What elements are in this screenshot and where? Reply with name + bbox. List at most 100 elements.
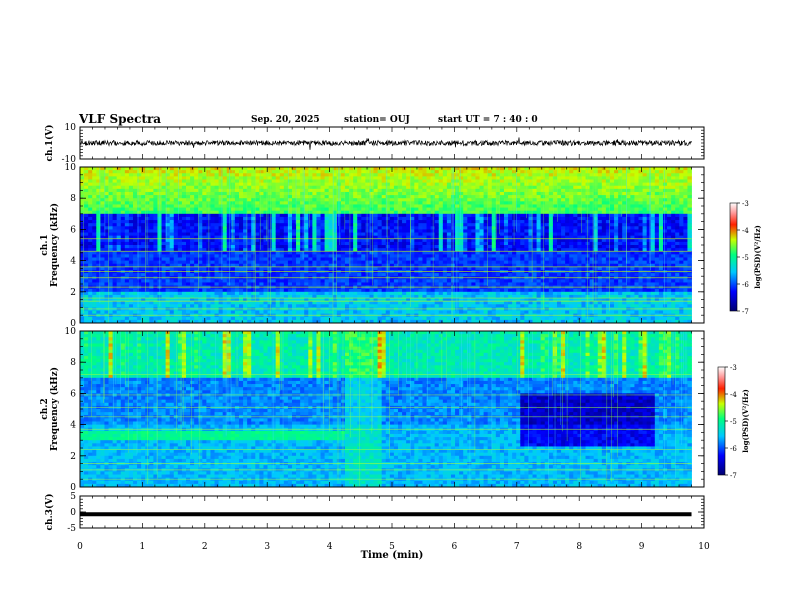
spectrogram-cell <box>259 223 264 227</box>
spectrogram-cell <box>198 198 203 202</box>
spectrogram-cell <box>438 301 444 305</box>
spectrogram-cell <box>128 245 134 249</box>
spectrogram-cell <box>442 216 448 221</box>
spectrogram-cell <box>161 260 167 265</box>
spectrogram-cell <box>88 310 93 315</box>
spectrogram-cell <box>316 223 321 227</box>
spectrogram-cell <box>181 226 187 230</box>
spectrogram-cell <box>442 220 448 224</box>
spectrogram-cell <box>80 263 85 268</box>
spectrogram-cell <box>186 191 191 196</box>
spectrogram-cell <box>267 254 273 258</box>
spectrogram-cell <box>308 170 313 174</box>
spectrogram-cell <box>92 229 97 233</box>
spectrogram-cell <box>173 245 179 249</box>
spectrogram-cell <box>373 179 379 183</box>
spectrogram-cell <box>385 210 391 215</box>
spectrogram-cell <box>210 223 215 227</box>
spectrogram-cell <box>369 260 374 265</box>
spectrogram-cell <box>128 210 134 215</box>
spectrogram-cell <box>393 288 399 293</box>
spectrogram-cell <box>471 319 476 323</box>
spectrogram-cell <box>377 188 383 193</box>
spectrogram-cell <box>133 245 138 249</box>
spectrogram-cell <box>393 294 399 299</box>
spectrogram-cell <box>283 195 289 199</box>
spectrogram-cell <box>161 241 167 246</box>
spectrogram-cell <box>218 182 224 187</box>
spectrogram-cell <box>471 170 476 174</box>
spectrogram-cell <box>304 226 309 230</box>
spectrogram-cell <box>84 176 89 180</box>
spectrogram-cell <box>255 316 260 321</box>
spectrogram-cell <box>141 251 146 255</box>
spectrogram-cell <box>234 232 240 237</box>
spectrogram-cell <box>239 254 244 258</box>
spectrogram-cell <box>357 220 362 224</box>
spectrogram-cell <box>210 266 215 271</box>
spectrogram-cell <box>222 167 228 171</box>
spectrogram-cell <box>430 198 436 202</box>
spectrogram-cell <box>336 232 342 237</box>
spectrogram-cell <box>275 213 281 218</box>
spectrogram-cell <box>263 191 268 196</box>
spectrogram-cell <box>149 291 154 296</box>
spectrogram-cell <box>291 182 297 187</box>
spectrogram-cell <box>287 170 293 174</box>
spectrogram-cell <box>442 288 448 293</box>
spectrogram-cell <box>357 301 362 305</box>
spectrogram-cell <box>133 316 138 321</box>
spectrogram-cell <box>406 238 411 243</box>
spectrogram-cell <box>194 298 199 302</box>
spectrogram-cell <box>406 251 411 255</box>
spectrogram-cell <box>92 263 97 268</box>
spectrogram-cell <box>186 301 191 305</box>
spectrogram-cell <box>340 188 346 193</box>
spectrogram-cell <box>218 248 224 252</box>
spectrogram-cell <box>328 195 334 199</box>
spectrogram-cell <box>455 257 460 261</box>
spectrogram-cell <box>275 263 281 268</box>
spectrogram-cell <box>300 179 305 183</box>
spectrogram-cell <box>186 198 191 202</box>
spectrogram-cell <box>426 198 432 202</box>
spectrogram-cell <box>324 257 330 261</box>
spectrogram-cell <box>381 213 387 218</box>
date-label: Sep. 20, 2025 <box>251 115 320 125</box>
spectrogram-cell <box>450 298 456 302</box>
spectrogram-cell <box>426 319 432 323</box>
spectrogram-cell <box>320 245 326 249</box>
spectrogram-cell <box>344 288 350 293</box>
spectrogram-cell <box>467 266 472 271</box>
spectrogram-cell <box>414 294 419 299</box>
spectrogram-cell <box>173 182 179 187</box>
spectrogram-cell <box>80 291 85 296</box>
spectrogram-cell <box>467 260 472 265</box>
spectrogram-cell <box>218 191 224 196</box>
spectrogram-cell <box>459 220 464 224</box>
spectrogram-cell <box>116 251 122 255</box>
spectrogram-cell <box>316 210 321 215</box>
spectrogram-cell <box>84 254 89 258</box>
spectrogram-cell <box>406 229 411 233</box>
spectrogram-cell <box>369 279 374 283</box>
spectrogram-cell <box>365 257 370 261</box>
spectrogram-cell <box>234 235 240 240</box>
spectrogram-cell <box>324 198 330 202</box>
spectrogram-cell <box>271 201 277 205</box>
spectrogram-cell <box>141 279 146 283</box>
spectrogram-cell <box>218 207 224 212</box>
spectrogram-cell <box>218 319 224 323</box>
spectrogram-cell <box>357 201 362 205</box>
spectrogram-cell <box>226 238 232 243</box>
spectrogram-cell <box>385 298 391 302</box>
spectrogram-cell <box>169 294 175 299</box>
spectrogram-cell <box>296 220 301 224</box>
spectrogram-cell <box>471 291 476 296</box>
spectrogram-cell <box>381 254 387 258</box>
spectrogram-cell <box>357 232 362 237</box>
spectrogram-cell <box>328 179 334 183</box>
spectrogram-cell <box>426 226 432 230</box>
spectrogram-cell <box>84 316 89 321</box>
spectrogram-cell <box>316 266 321 271</box>
